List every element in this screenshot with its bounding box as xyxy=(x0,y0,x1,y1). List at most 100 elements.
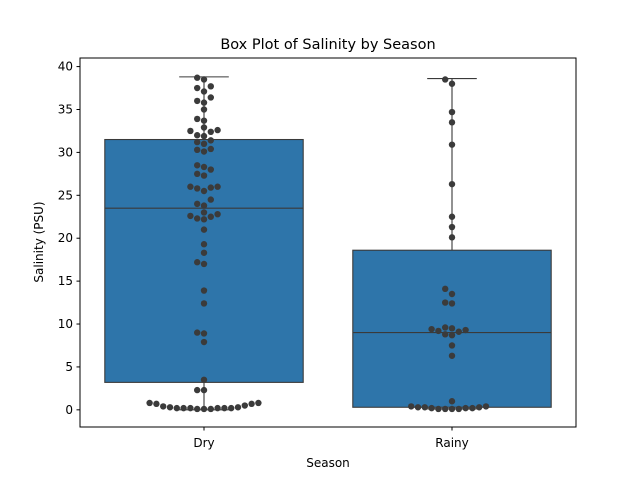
data-point-dry xyxy=(187,127,194,135)
data-point-dry xyxy=(200,148,208,155)
data-point-dry xyxy=(200,405,208,413)
data-point-rainy xyxy=(435,327,442,335)
data-point-dry xyxy=(194,84,201,92)
data-point-dry xyxy=(180,404,187,412)
data-point-dry xyxy=(200,226,208,233)
data-point-rainy xyxy=(448,342,456,349)
y-axis-label: Salinity (PSU) xyxy=(32,201,46,282)
data-point-rainy xyxy=(448,108,456,116)
data-point-dry xyxy=(214,183,221,190)
data-point-dry xyxy=(221,404,228,412)
y-tick-label: 0 xyxy=(65,403,73,417)
y-tick-label: 5 xyxy=(65,360,73,374)
data-point-dry xyxy=(194,74,201,81)
data-point-rainy xyxy=(448,119,456,126)
data-point-dry xyxy=(200,202,208,209)
data-point-rainy xyxy=(442,324,449,331)
data-point-dry xyxy=(200,76,208,83)
data-point-dry xyxy=(200,241,208,248)
data-point-rainy xyxy=(428,325,435,333)
data-point-rainy xyxy=(448,223,456,231)
y-tick-label: 15 xyxy=(58,274,73,288)
data-point-dry xyxy=(207,94,214,101)
data-point-dry xyxy=(160,403,167,410)
data-point-dry xyxy=(194,259,201,266)
data-point-rainy xyxy=(435,405,442,413)
data-point-dry xyxy=(214,126,221,134)
data-point-rainy xyxy=(442,405,449,413)
data-point-dry xyxy=(200,330,208,337)
chart-title: Box Plot of Salinity by Season xyxy=(220,37,435,53)
data-point-dry xyxy=(194,200,201,208)
data-point-dry xyxy=(200,216,208,223)
data-point-dry xyxy=(194,162,201,169)
swarm-points-layer xyxy=(146,74,490,413)
data-point-rainy xyxy=(421,404,428,411)
plot-area-frame xyxy=(79,57,577,428)
data-point-dry xyxy=(200,163,208,171)
data-point-rainy xyxy=(448,405,456,413)
data-point-rainy xyxy=(476,404,483,411)
y-tick-label: 10 xyxy=(58,317,73,331)
data-point-dry xyxy=(200,376,208,384)
data-point-dry xyxy=(200,209,208,216)
data-point-rainy xyxy=(455,328,462,335)
y-tick-label: 40 xyxy=(58,60,73,74)
data-point-rainy xyxy=(414,404,422,411)
data-point-rainy xyxy=(442,331,449,338)
data-point-dry xyxy=(200,300,208,307)
data-point-dry xyxy=(187,404,194,412)
data-point-dry xyxy=(194,132,201,139)
data-point-rainy xyxy=(428,404,435,412)
data-point-dry xyxy=(200,117,208,124)
data-point-dry xyxy=(166,404,174,411)
data-point-rainy xyxy=(448,300,456,307)
data-point-dry xyxy=(255,399,262,407)
data-point-dry xyxy=(200,172,208,179)
y-tick-label: 25 xyxy=(58,188,73,202)
data-point-rainy xyxy=(442,285,449,293)
data-point-dry xyxy=(194,405,201,413)
axes-layer: 0 5 10 15 20 25 30 35 40 Dry Rainy xyxy=(58,60,469,450)
data-point-dry xyxy=(194,138,201,146)
data-point-dry xyxy=(194,386,201,394)
data-point-rainy xyxy=(442,299,449,306)
x-tick-label-rainy: Rainy xyxy=(435,436,468,450)
data-point-rainy xyxy=(482,403,490,410)
data-point-dry xyxy=(200,106,208,113)
data-point-dry xyxy=(200,260,208,268)
data-point-dry xyxy=(194,97,201,105)
data-point-rainy xyxy=(448,180,456,188)
data-point-dry xyxy=(200,140,208,148)
data-point-dry xyxy=(228,404,235,412)
data-point-dry xyxy=(200,132,208,140)
data-point-rainy xyxy=(448,325,456,332)
data-point-rainy xyxy=(462,326,469,334)
data-point-rainy xyxy=(408,403,415,410)
x-tick-label-dry: Dry xyxy=(193,436,214,450)
data-point-dry xyxy=(194,170,201,178)
data-point-rainy xyxy=(448,398,456,405)
data-point-dry xyxy=(200,88,208,95)
data-point-dry xyxy=(207,166,214,173)
data-point-rainy xyxy=(462,404,469,412)
data-point-dry xyxy=(207,405,214,413)
data-point-rainy xyxy=(448,213,456,220)
data-point-dry xyxy=(200,124,208,131)
y-tick-label: 30 xyxy=(58,145,73,159)
boxes-layer xyxy=(104,76,552,411)
data-point-dry xyxy=(234,404,242,411)
data-point-dry xyxy=(200,187,208,195)
data-point-rainy xyxy=(442,76,449,83)
data-point-dry xyxy=(207,128,214,135)
data-point-rainy xyxy=(448,80,456,87)
data-point-dry xyxy=(200,99,208,106)
data-point-rainy xyxy=(448,352,456,359)
data-point-dry xyxy=(207,145,214,153)
data-point-dry xyxy=(207,83,214,90)
data-point-dry xyxy=(194,146,201,154)
data-point-dry xyxy=(241,402,248,409)
data-point-dry xyxy=(187,183,194,190)
data-point-dry xyxy=(207,213,214,220)
y-tick-label: 35 xyxy=(58,102,73,116)
